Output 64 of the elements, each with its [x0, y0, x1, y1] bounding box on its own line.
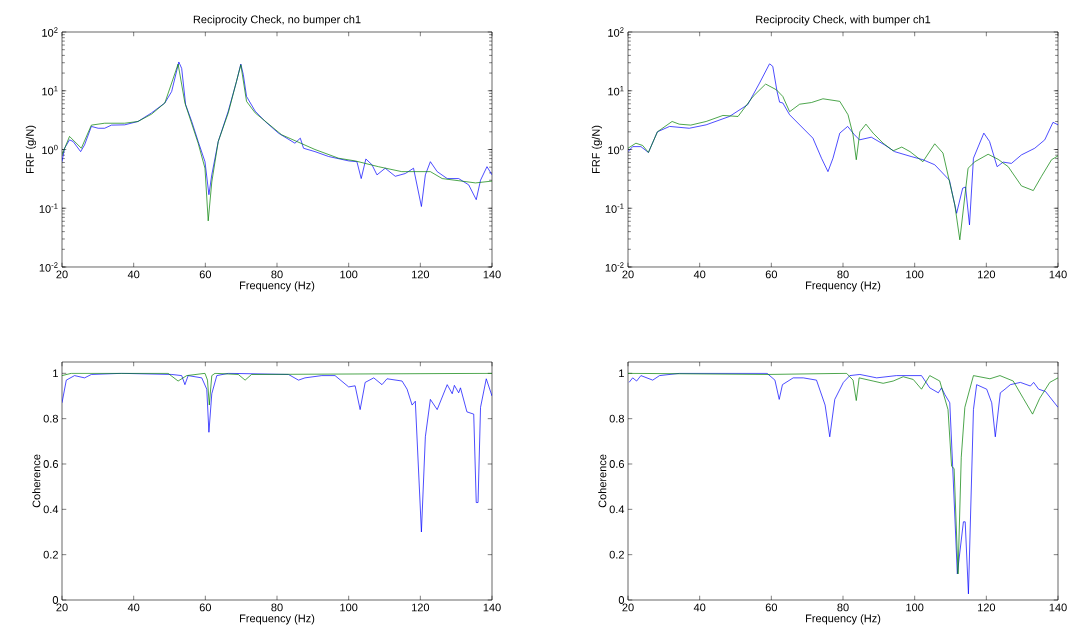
y-tick-label: 10$^{0}$ — [608, 144, 624, 155]
x-tick-label: 100 — [906, 603, 924, 612]
x-tick-label: 120 — [411, 270, 430, 279]
chart-title: Reciprocity Check, with bumper ch1 — [756, 15, 931, 26]
x-tick-label: 80 — [837, 270, 849, 279]
x-tick-label: 20 — [622, 270, 634, 279]
x-tick-label: 20 — [622, 603, 634, 612]
y-tick-label: 10$^{0}$ — [42, 144, 58, 155]
line-series — [628, 83, 1059, 241]
x-tick-label: 80 — [271, 603, 283, 612]
y-axis-title: Coherence — [32, 454, 41, 508]
x-tick-label: 20 — [56, 270, 68, 279]
x-axis-title: Frequency (Hz) — [806, 281, 881, 292]
x-tick-label: 40 — [127, 270, 140, 279]
x-tick-label: 100 — [340, 270, 358, 279]
x-tick-label: 20 — [56, 603, 68, 612]
y-tick-label: 10$^{-2}$ — [605, 262, 624, 272]
y-tick-label: 0 — [618, 596, 625, 604]
y-tick-label: 10$^{-2}$ — [39, 262, 58, 272]
y-tick-label: 1 — [53, 369, 58, 378]
x-tick-label: 120 — [978, 270, 996, 279]
y-axis-title: FRF (g/N) — [591, 125, 603, 174]
x-tick-label: 40 — [127, 603, 140, 612]
x-tick-label: 60 — [765, 270, 778, 279]
x-tick-label: 100 — [340, 603, 358, 612]
y-tick-label: 0.6 — [43, 460, 58, 468]
y-tick-label: 10$^{-1}$ — [605, 203, 624, 213]
y-tick-label: 0 — [52, 596, 59, 604]
y-tick-label: 0.6 — [609, 460, 624, 468]
y-tick-label: 10$^{2}$ — [608, 27, 624, 37]
y-tick-label: 10$^{1}$ — [42, 86, 58, 96]
line-series — [62, 372, 493, 533]
y-tick-label: 0.8 — [43, 414, 58, 423]
y-tick-label: 10$^{-1}$ — [39, 203, 58, 213]
x-tick-label: 80 — [271, 270, 283, 279]
x-tick-label: 80 — [837, 603, 849, 612]
x-axis-title: Frequency (Hz) — [806, 614, 881, 625]
x-tick-label: 140 — [483, 603, 501, 612]
y-tick-label: 0.4 — [609, 505, 625, 514]
x-tick-label: 140 — [483, 270, 501, 279]
line-series — [62, 372, 493, 406]
x-tick-label: 100 — [906, 270, 924, 279]
y-tick-label: 0.8 — [609, 414, 624, 423]
line-series — [628, 63, 1059, 226]
y-axis-title: Coherence — [598, 454, 607, 508]
x-tick-label: 140 — [1049, 603, 1067, 612]
x-tick-label: 140 — [1049, 270, 1067, 279]
y-axis-title: FRF (g/N) — [25, 125, 37, 174]
y-tick-label: 10$^{2}$ — [42, 27, 58, 37]
y-tick-label: 10$^{1}$ — [608, 86, 624, 96]
x-tick-label: 40 — [693, 270, 706, 279]
x-axis-title: Frequency (Hz) — [240, 281, 315, 292]
x-tick-label: 60 — [765, 603, 778, 612]
chart-title: Reciprocity Check, no bumper ch1 — [193, 15, 361, 26]
x-axis-title: Frequency (Hz) — [240, 614, 315, 625]
x-tick-label: 120 — [978, 603, 996, 612]
x-tick-label: 60 — [199, 270, 212, 279]
y-tick-label: 1 — [619, 369, 624, 378]
x-tick-label: 40 — [693, 603, 706, 612]
y-tick-label: 0.2 — [43, 550, 58, 559]
x-tick-label: 60 — [199, 603, 212, 612]
x-tick-label: 120 — [412, 603, 430, 612]
y-tick-label: 0.2 — [609, 550, 624, 559]
y-tick-label: 0.4 — [43, 505, 59, 514]
